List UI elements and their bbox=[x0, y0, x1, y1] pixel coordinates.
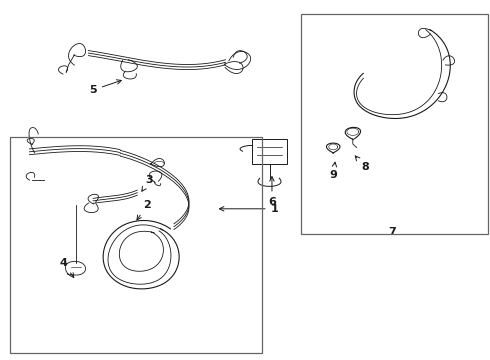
Bar bbox=[301, 14, 488, 234]
Text: 9: 9 bbox=[329, 162, 337, 180]
Text: 5: 5 bbox=[89, 80, 122, 95]
Text: 1: 1 bbox=[220, 204, 278, 214]
Text: 7: 7 bbox=[388, 227, 396, 237]
Text: 4: 4 bbox=[60, 258, 74, 278]
Text: 3: 3 bbox=[142, 175, 153, 191]
Text: 8: 8 bbox=[355, 156, 369, 172]
Bar bbox=[252, 139, 287, 164]
Text: 2: 2 bbox=[137, 200, 151, 220]
Bar bbox=[10, 137, 262, 353]
Text: 6: 6 bbox=[268, 177, 276, 207]
